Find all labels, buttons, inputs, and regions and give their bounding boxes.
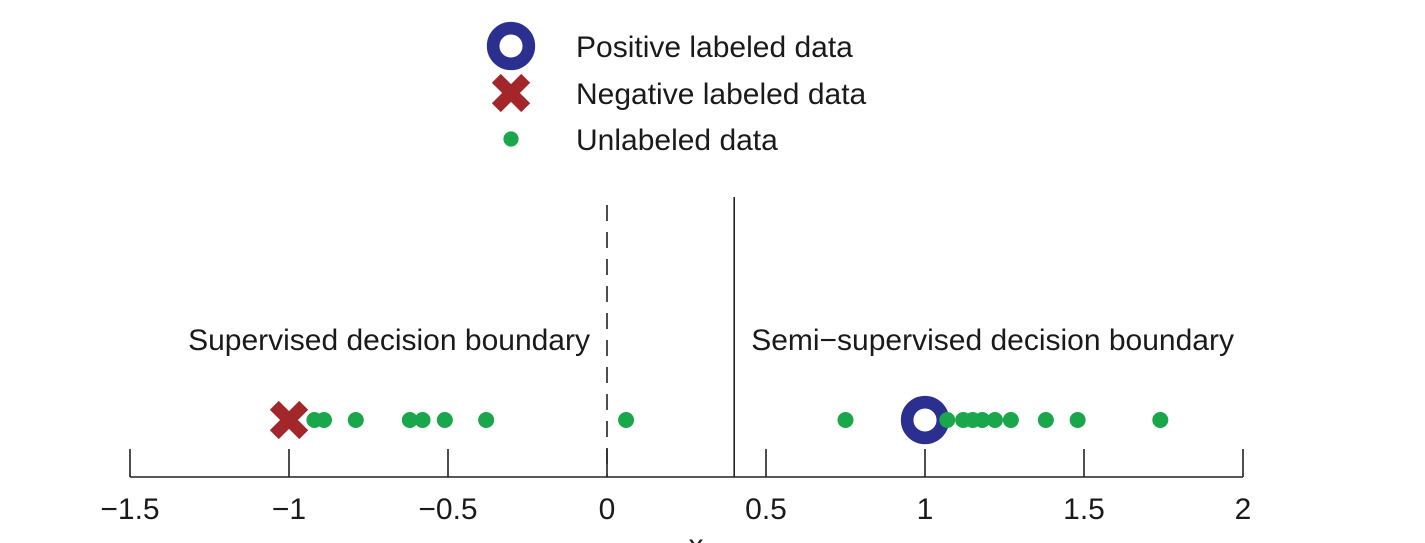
- unlabeled-point: [939, 412, 956, 428]
- legend-label: Negative labeled data: [576, 78, 867, 111]
- unlabeled-point: [1037, 412, 1054, 428]
- unlabeled-point: [436, 412, 453, 428]
- unlabeled-point: [1069, 412, 1086, 428]
- unlabeled-point: [478, 412, 495, 428]
- legend-marker-cross: [491, 73, 531, 113]
- x-axis-title: x: [689, 529, 704, 543]
- x-tick-label: −0.5: [418, 493, 477, 526]
- x-tick-label: 0: [599, 493, 616, 526]
- legend-marker-dot: [503, 131, 519, 147]
- x-tick-label: 0.5: [745, 493, 787, 526]
- unlabeled-point: [1002, 412, 1019, 428]
- semi-supervised-boundary-label: Semi−supervised decision boundary: [751, 324, 1234, 357]
- unlabeled-point: [315, 412, 332, 428]
- x-axis: −1.5 −1 −0.5 0 0.5 1 1.5 2: [100, 449, 1251, 526]
- x-tick-label: −1.5: [100, 493, 159, 526]
- unlabeled-point: [618, 412, 635, 428]
- supervised-boundary-label: Supervised decision boundary: [188, 324, 590, 357]
- positive-point: [900, 395, 950, 445]
- unlabeled-point: [414, 412, 431, 428]
- unlabeled-point: [1152, 412, 1169, 428]
- x-tick-label: 1.5: [1063, 493, 1105, 526]
- negative-point: [269, 400, 309, 440]
- data-points: [269, 395, 1169, 445]
- unlabeled-point: [401, 412, 418, 428]
- legend-marker-ring: [486, 21, 536, 71]
- unlabeled-point: [837, 412, 854, 428]
- x-tick-label: −1: [272, 493, 306, 526]
- unlabeled-point: [974, 412, 991, 428]
- legend-label: Positive labeled data: [576, 31, 853, 64]
- x-tick-label: 2: [1235, 493, 1252, 526]
- legend-label: Unlabeled data: [576, 124, 778, 157]
- legend: Positive labeled data Negative labeled da…: [486, 21, 867, 157]
- decision-boundaries: Supervised decision boundary Semi−supervi…: [188, 197, 1234, 477]
- unlabeled-point: [347, 412, 364, 428]
- unlabeled-point: [986, 412, 1003, 428]
- x-tick-label: 1: [917, 493, 934, 526]
